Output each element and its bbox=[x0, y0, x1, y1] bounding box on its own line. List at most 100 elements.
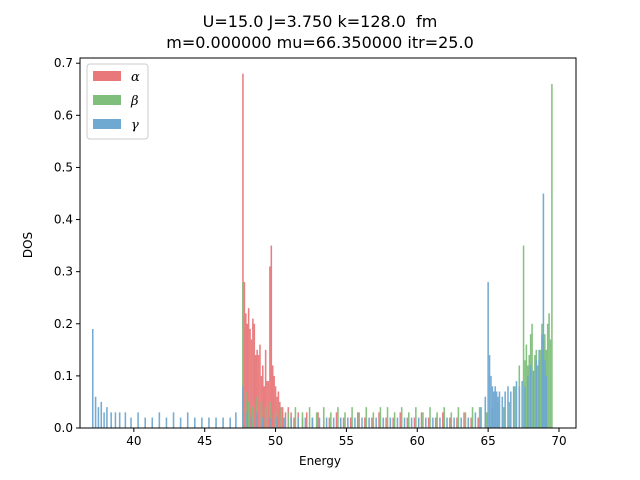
bar-series-2-31 bbox=[269, 417, 271, 428]
bar-series-1-2 bbox=[247, 401, 250, 428]
bar-series-1-7 bbox=[269, 401, 271, 428]
bar-series-1-64 bbox=[549, 339, 552, 428]
x-tick-label-0: 40 bbox=[126, 434, 141, 448]
bar-series-2-75 bbox=[510, 391, 512, 428]
bar-series-1-22 bbox=[372, 412, 375, 428]
bar-series-2-44 bbox=[361, 417, 363, 428]
bar-series-0-14 bbox=[262, 365, 264, 428]
bar-series-1-33 bbox=[450, 412, 453, 428]
bar-series-2-33 bbox=[283, 417, 285, 428]
bar-series-2-63 bbox=[487, 282, 489, 428]
bar-series-1-36 bbox=[471, 407, 474, 428]
bar-series-2-69 bbox=[495, 391, 498, 428]
bar-series-1-18 bbox=[344, 412, 346, 428]
bar-series-0-45 bbox=[378, 412, 380, 428]
bar-series-2-6 bbox=[110, 412, 112, 428]
bar-series-2-36 bbox=[304, 417, 307, 428]
legend: αβγ bbox=[86, 63, 149, 140]
bar-series-1-26 bbox=[400, 407, 403, 428]
bar-series-1-37 bbox=[478, 407, 481, 428]
bar-series-0-58 bbox=[470, 417, 472, 428]
bar-series-2-79 bbox=[521, 381, 523, 428]
bar-series-2-89 bbox=[545, 375, 548, 428]
y-tick-label-7: 0.7 bbox=[54, 56, 73, 70]
y-tick-label-5: 0.5 bbox=[54, 160, 73, 174]
bar-series-2-49 bbox=[396, 417, 399, 428]
bar-series-1-47 bbox=[525, 344, 528, 428]
bar-series-0-42 bbox=[356, 412, 359, 428]
bar-series-0-17 bbox=[266, 381, 268, 428]
bar-series-1-20 bbox=[358, 412, 360, 428]
bar-series-2-16 bbox=[172, 412, 175, 428]
bar-series-0-8 bbox=[253, 323, 256, 428]
y-axis-ticks: 0.0 0.1 0.2 0.3 0.4 0.5 0.6 0.7 bbox=[54, 56, 80, 435]
bar-series-2-77 bbox=[515, 381, 518, 428]
bar-series-0-51 bbox=[420, 412, 423, 428]
bar-series-2-62 bbox=[484, 396, 487, 428]
bar-series-0-15 bbox=[263, 386, 266, 428]
bar-series-2-20 bbox=[201, 417, 203, 428]
bar-series-2-34 bbox=[290, 417, 292, 428]
bar-series-0-16 bbox=[264, 349, 267, 428]
bar-series-0-4 bbox=[247, 308, 250, 428]
bar-series-2-60 bbox=[474, 412, 477, 428]
bar-series-1-3 bbox=[252, 407, 254, 428]
bar-series-2-57 bbox=[453, 417, 455, 428]
bar-series-0-40 bbox=[342, 417, 345, 428]
bar-series-2-50 bbox=[403, 417, 406, 428]
y-tick-label-4: 0.4 bbox=[54, 213, 73, 227]
bar-series-2-82 bbox=[529, 365, 532, 428]
bar-series-2-54 bbox=[432, 417, 434, 428]
bar-series-2-81 bbox=[527, 375, 529, 428]
bar-series-2-65 bbox=[490, 375, 492, 428]
x-tick-label-5: 65 bbox=[480, 434, 495, 448]
y-tick-label-6: 0.6 bbox=[54, 108, 73, 122]
bar-series-0-21 bbox=[271, 365, 274, 428]
bar-series-1-63 bbox=[548, 313, 550, 428]
bar-series-2-76 bbox=[512, 386, 515, 428]
bar-series-1-17 bbox=[337, 407, 339, 428]
bar-series-0-28 bbox=[284, 412, 287, 428]
bar-series-2-35 bbox=[297, 417, 300, 428]
bar-series-1-57 bbox=[539, 349, 542, 428]
bar-series-0-19 bbox=[269, 266, 271, 428]
bar-series-0-0 bbox=[242, 73, 244, 428]
legend-swatch-0 bbox=[93, 71, 121, 81]
legend-label-0: α bbox=[131, 70, 140, 85]
bar-series-1-21 bbox=[365, 407, 368, 428]
x-axis-ticks: 40 45 50 55 60 65 70 bbox=[126, 428, 567, 448]
bar-series-2-43 bbox=[354, 417, 356, 428]
legend-label-1: β bbox=[130, 94, 139, 109]
bar-series-1-0 bbox=[242, 282, 244, 428]
bar-series-1-43 bbox=[514, 386, 516, 428]
bar-series-2-14 bbox=[158, 412, 161, 428]
bar-series-1-13 bbox=[308, 407, 311, 428]
bar-series-0-39 bbox=[335, 412, 338, 428]
bar-series-1-65 bbox=[551, 84, 553, 428]
bar-series-2-10 bbox=[130, 417, 132, 428]
bar-series-0-52 bbox=[427, 417, 430, 428]
bar-series-1-16 bbox=[330, 412, 332, 428]
bar-series-0-10 bbox=[256, 349, 258, 428]
bar-series-2-42 bbox=[347, 417, 349, 428]
series-0-bars bbox=[242, 73, 487, 428]
bar-series-2-40 bbox=[332, 417, 335, 428]
bar-series-2-53 bbox=[425, 417, 427, 428]
bar-series-2-3 bbox=[100, 401, 103, 428]
bar-series-2-71 bbox=[498, 391, 501, 428]
bar-series-2-86 bbox=[541, 334, 543, 428]
y-tick-label-0: 0.0 bbox=[54, 421, 73, 435]
bar-series-2-26 bbox=[242, 386, 244, 428]
bar-series-0-12 bbox=[259, 344, 261, 428]
y-tick-label-3: 0.3 bbox=[54, 265, 73, 279]
bar-series-1-55 bbox=[536, 365, 539, 428]
bar-series-0-7 bbox=[252, 318, 254, 428]
x-tick-label-3: 55 bbox=[339, 434, 354, 448]
bar-series-1-31 bbox=[436, 412, 438, 428]
bar-series-2-46 bbox=[375, 417, 377, 428]
bar-series-0-24 bbox=[276, 396, 278, 428]
bar-series-0-6 bbox=[250, 339, 253, 428]
bar-series-0-59 bbox=[477, 417, 479, 428]
bar-series-2-73 bbox=[504, 391, 506, 428]
bar-series-2-15 bbox=[165, 417, 168, 428]
